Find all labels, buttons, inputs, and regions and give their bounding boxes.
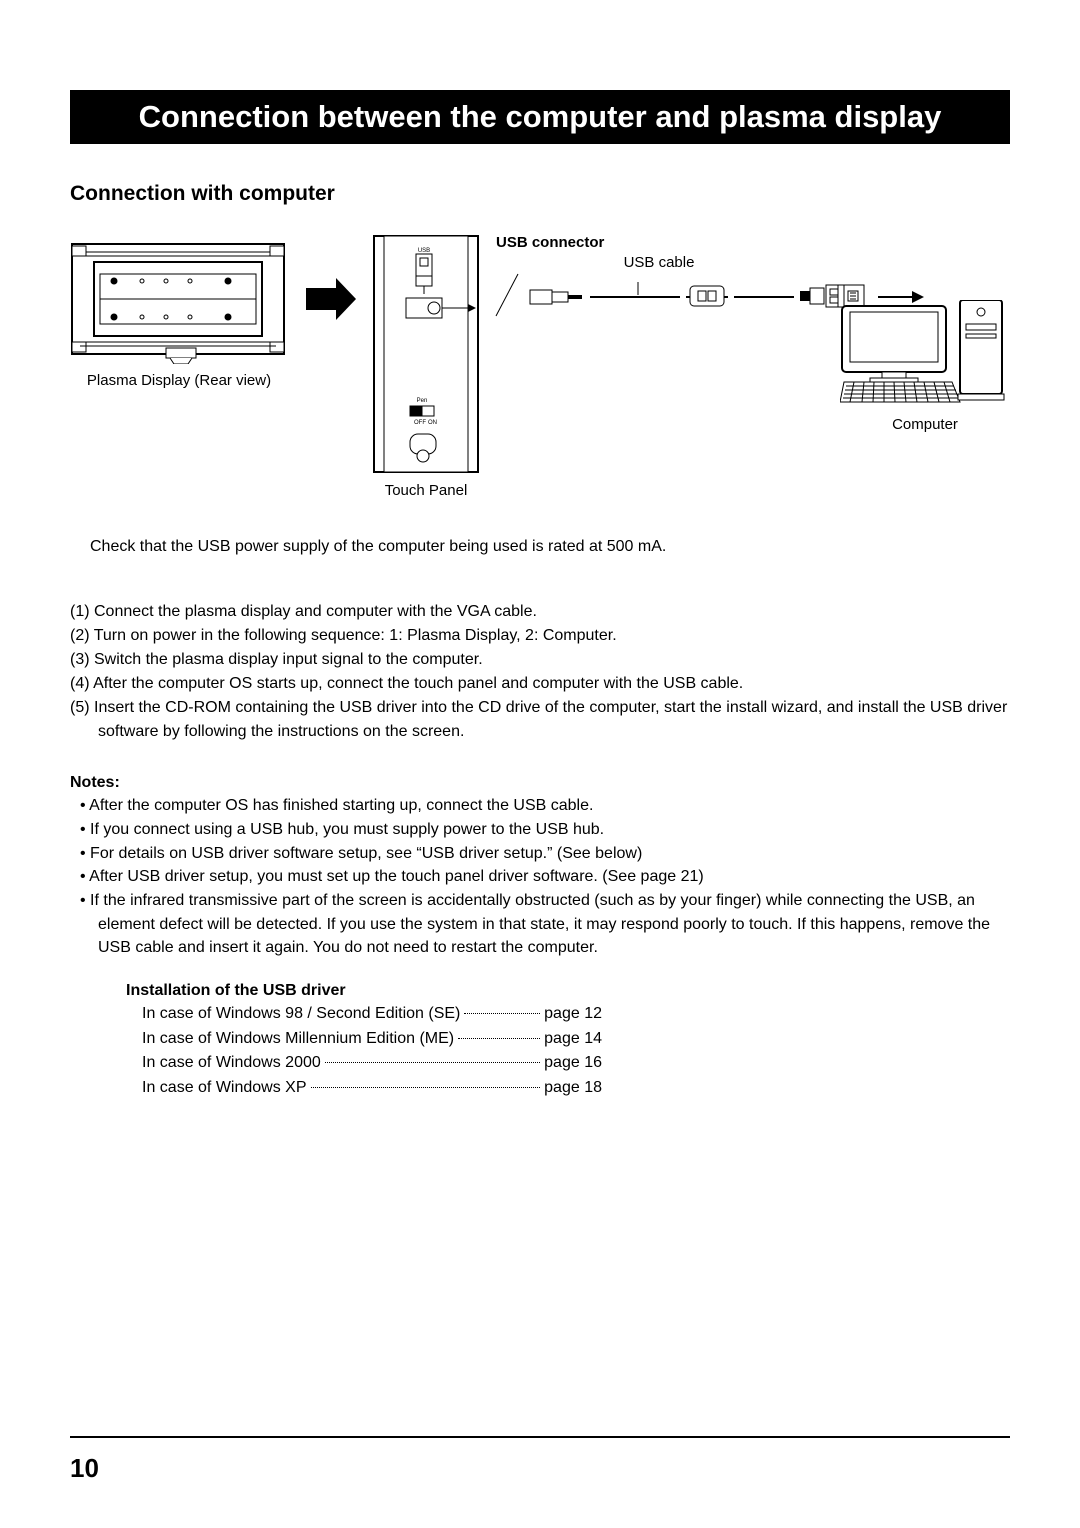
install-row-1: In case of Windows 98 / Second Edition (… xyxy=(142,1002,602,1027)
note-4: • After USB driver setup, you must set u… xyxy=(70,865,1010,889)
install-label-3: In case of Windows 2000 xyxy=(142,1051,321,1076)
notes-list: • After the computer OS has finished sta… xyxy=(70,794,1010,960)
install-heading: Installation of the USB driver xyxy=(126,982,1010,1000)
plasma-display-col: Plasma Display (Rear view) xyxy=(70,234,288,389)
note-1: • After the computer OS has finished sta… xyxy=(70,794,1010,818)
svg-text:ON: ON xyxy=(428,420,437,426)
arrow-right-icon xyxy=(300,234,360,364)
note-5: • If the infrared transmissive part of t… xyxy=(70,889,1010,960)
touch-panel-col: USB Pen OFF ON Touch Panel xyxy=(372,234,480,499)
cable-line-1-icon xyxy=(590,282,680,312)
subheading: Connection with computer xyxy=(70,182,1010,206)
note-5-text: If the infrared transmissive part of the… xyxy=(90,892,990,956)
svg-text:OFF: OFF xyxy=(414,420,426,426)
usb-plug-a-icon xyxy=(528,282,584,312)
install-page-4: page 18 xyxy=(544,1076,602,1101)
touch-panel-caption: Touch Panel xyxy=(385,482,468,499)
step-2: (2) Turn on power in the following seque… xyxy=(70,624,1010,648)
check-text: Check that the USB power supply of the c… xyxy=(90,535,1010,558)
install-label-2: In case of Windows Millennium Edition (M… xyxy=(142,1027,454,1052)
svg-text:USB: USB xyxy=(418,248,430,254)
install-label-4: In case of Windows XP xyxy=(142,1076,307,1101)
dots-1 xyxy=(464,1013,540,1014)
dots-2 xyxy=(458,1038,540,1039)
install-list: In case of Windows 98 / Second Edition (… xyxy=(142,1002,602,1101)
note-4-text: After USB driver setup, you must set up … xyxy=(89,868,704,885)
notes-heading: Notes: xyxy=(70,774,1010,792)
step-4: (4) After the computer OS starts up, con… xyxy=(70,672,1010,696)
computer-caption: Computer xyxy=(840,416,1010,433)
dots-4 xyxy=(311,1087,541,1088)
dots-3 xyxy=(325,1062,540,1063)
cable-col: USB connector USB cable xyxy=(492,234,1010,433)
note-2-text: If you connect using a USB hub, you must… xyxy=(90,821,604,838)
computer-icon xyxy=(840,300,1010,408)
steps-list: (1) Connect the plasma display and compu… xyxy=(70,600,1010,744)
plasma-caption: Plasma Display (Rear view) xyxy=(87,372,271,389)
install-page-2: page 14 xyxy=(544,1027,602,1052)
plasma-display-icon xyxy=(70,234,288,364)
leader-line-icon xyxy=(492,272,522,322)
note-1-text: After the computer OS has finished start… xyxy=(89,797,593,814)
note-3: • For details on USB driver software set… xyxy=(70,842,1010,866)
note-2: • If you connect using a USB hub, you mu… xyxy=(70,818,1010,842)
install-page-3: page 16 xyxy=(544,1051,602,1076)
ferrite-icon xyxy=(686,280,728,314)
install-row-3: In case of Windows 2000 page 16 xyxy=(142,1051,602,1076)
title-box: Connection between the computer and plas… xyxy=(70,90,1010,144)
step-1: (1) Connect the plasma display and compu… xyxy=(70,600,1010,624)
install-label-1: In case of Windows 98 / Second Edition (… xyxy=(142,1002,460,1027)
page: Connection between the computer and plas… xyxy=(0,0,1080,1528)
touch-panel-icon: USB Pen OFF ON xyxy=(372,234,480,474)
install-page-1: page 12 xyxy=(544,1002,602,1027)
connection-diagram: Plasma Display (Rear view) USB xyxy=(70,234,1010,499)
footer-rule xyxy=(70,1436,1010,1438)
computer-col: Computer xyxy=(820,300,1010,433)
title-inner: Connection between the computer and plas… xyxy=(73,93,1007,141)
svg-text:Pen: Pen xyxy=(417,398,428,404)
usb-connector-label: USB connector xyxy=(496,234,604,251)
step-3: (3) Switch the plasma display input sign… xyxy=(70,648,1010,672)
install-row-4: In case of Windows XP page 18 xyxy=(142,1076,602,1101)
page-title: Connection between the computer and plas… xyxy=(81,99,999,135)
cable-line-2-icon xyxy=(734,282,794,312)
page-number: 10 xyxy=(70,1453,99,1484)
usb-cable-label: USB cable xyxy=(624,254,695,271)
step-5: (5) Insert the CD-ROM containing the USB… xyxy=(70,696,1010,744)
install-row-2: In case of Windows Millennium Edition (M… xyxy=(142,1027,602,1052)
note-3-text: For details on USB driver software setup… xyxy=(90,845,642,862)
